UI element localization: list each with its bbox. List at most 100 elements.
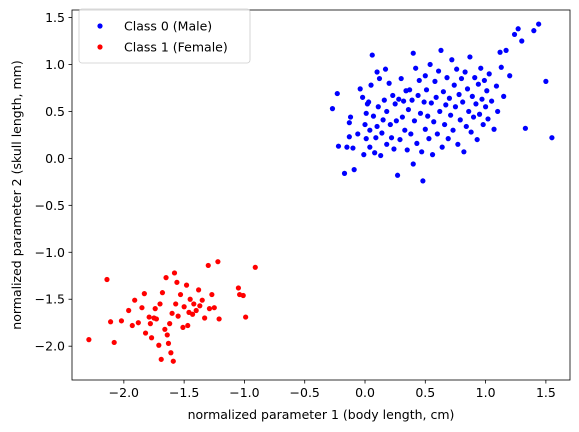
data-point-series-1 [189,311,196,317]
data-point-series-0 [484,88,490,94]
data-point-series-1 [159,290,166,296]
data-point-series-0 [549,135,555,141]
data-point-series-1 [148,335,155,341]
data-point-series-1 [183,282,190,288]
data-point-series-0 [379,130,385,136]
data-point-series-0 [407,87,413,93]
data-point-series-1 [209,291,215,298]
data-point-series-0 [373,135,379,141]
data-point-series-0 [350,145,356,151]
y-tick-label: −1.0 [35,245,65,260]
data-point-series-0 [444,75,450,81]
data-point-series-0 [481,77,487,84]
data-point-series-1 [169,310,175,316]
data-point-series-1 [181,304,187,310]
data-point-series-0 [384,141,390,147]
data-point-series-0 [503,47,509,53]
data-point-series-0 [536,21,542,27]
data-point-series-0 [374,69,380,75]
data-point-series-0 [408,131,414,137]
data-point-series-0 [475,81,481,87]
data-point-series-0 [467,54,473,60]
x-axis: −2.0 −1.5 −1.0 −0.5 0.0 0.5 1.0 1.5 [109,380,556,400]
data-point-series-0 [491,126,497,132]
data-point-series-1 [86,337,92,343]
data-point-series-0 [387,121,393,128]
data-point-series-1 [185,322,191,329]
data-point-series-0 [355,131,361,137]
data-point-series-0 [479,96,485,102]
data-point-series-0 [380,117,386,123]
data-point-series-1 [163,275,169,281]
data-point-series-0 [461,149,467,155]
data-point-series-0 [497,49,503,55]
data-point-series-1 [111,339,117,346]
data-point-series-0 [386,80,392,86]
data-point-series-0 [426,136,432,142]
data-point-series-0 [351,167,357,173]
points-layer [86,21,555,364]
data-point-series-0 [410,50,416,56]
data-point-series-0 [495,108,501,115]
data-point-series-1 [235,285,241,291]
data-point-series-1 [168,350,174,356]
data-point-series-0 [360,94,366,100]
data-point-series-0 [456,91,462,98]
data-point-series-0 [413,65,419,71]
data-point-series-0 [450,127,456,133]
data-point-series-0 [474,136,480,143]
data-point-series-0 [420,178,426,184]
data-point-series-0 [410,161,416,167]
data-point-series-0 [428,100,434,106]
data-point-series-0 [515,26,521,32]
data-point-series-0 [388,135,395,141]
data-point-series-0 [363,136,369,142]
data-point-series-0 [473,101,479,107]
data-point-series-0 [370,113,377,119]
x-tick-label: 1.5 [536,385,556,400]
data-point-series-1 [139,305,145,311]
data-point-series-0 [374,123,380,130]
data-point-series-1 [170,358,176,364]
legend-label: Class 0 (Male) [124,19,212,34]
data-point-series-0 [478,65,484,71]
y-tick-label: 1.0 [45,57,65,72]
data-point-series-1 [193,307,199,314]
y-tick-label: −1.5 [35,292,65,307]
data-point-series-0 [376,75,383,82]
x-tick-label: 0.5 [415,385,435,400]
x-tick-label: −1.5 [169,385,199,400]
data-point-series-0 [511,31,518,38]
data-point-series-1 [135,320,141,326]
data-point-series-0 [448,112,454,118]
data-point-series-1 [164,332,170,338]
data-point-series-0 [470,114,477,120]
data-point-series-0 [519,38,525,44]
data-point-series-0 [405,106,412,113]
data-point-series-0 [375,104,381,110]
data-point-series-0 [449,57,455,63]
data-point-series-1 [147,321,153,327]
x-tick-label: −0.5 [290,385,320,400]
data-point-series-1 [211,305,217,311]
data-point-series-0 [434,131,440,137]
data-point-series-1 [167,321,173,327]
data-point-series-1 [129,322,135,329]
data-point-series-0 [432,78,438,84]
data-point-series-0 [396,96,402,102]
data-point-series-0 [438,47,444,53]
data-point-series-1 [142,330,149,336]
data-point-series-0 [446,95,453,101]
data-point-series-0 [367,127,373,133]
data-point-series-0 [522,125,528,131]
y-axis-label: normalized parameter 2 (skull length, mm… [9,60,24,329]
data-point-series-1 [205,262,211,269]
legend-label: Class 1 (Female) [124,40,228,55]
data-point-series-0 [423,87,430,93]
data-point-series-1 [240,292,246,299]
data-point-series-0 [485,116,491,122]
data-point-series-0 [427,61,433,68]
data-point-series-0 [394,172,401,178]
data-point-series-0 [501,93,507,99]
data-point-series-0 [335,143,342,149]
